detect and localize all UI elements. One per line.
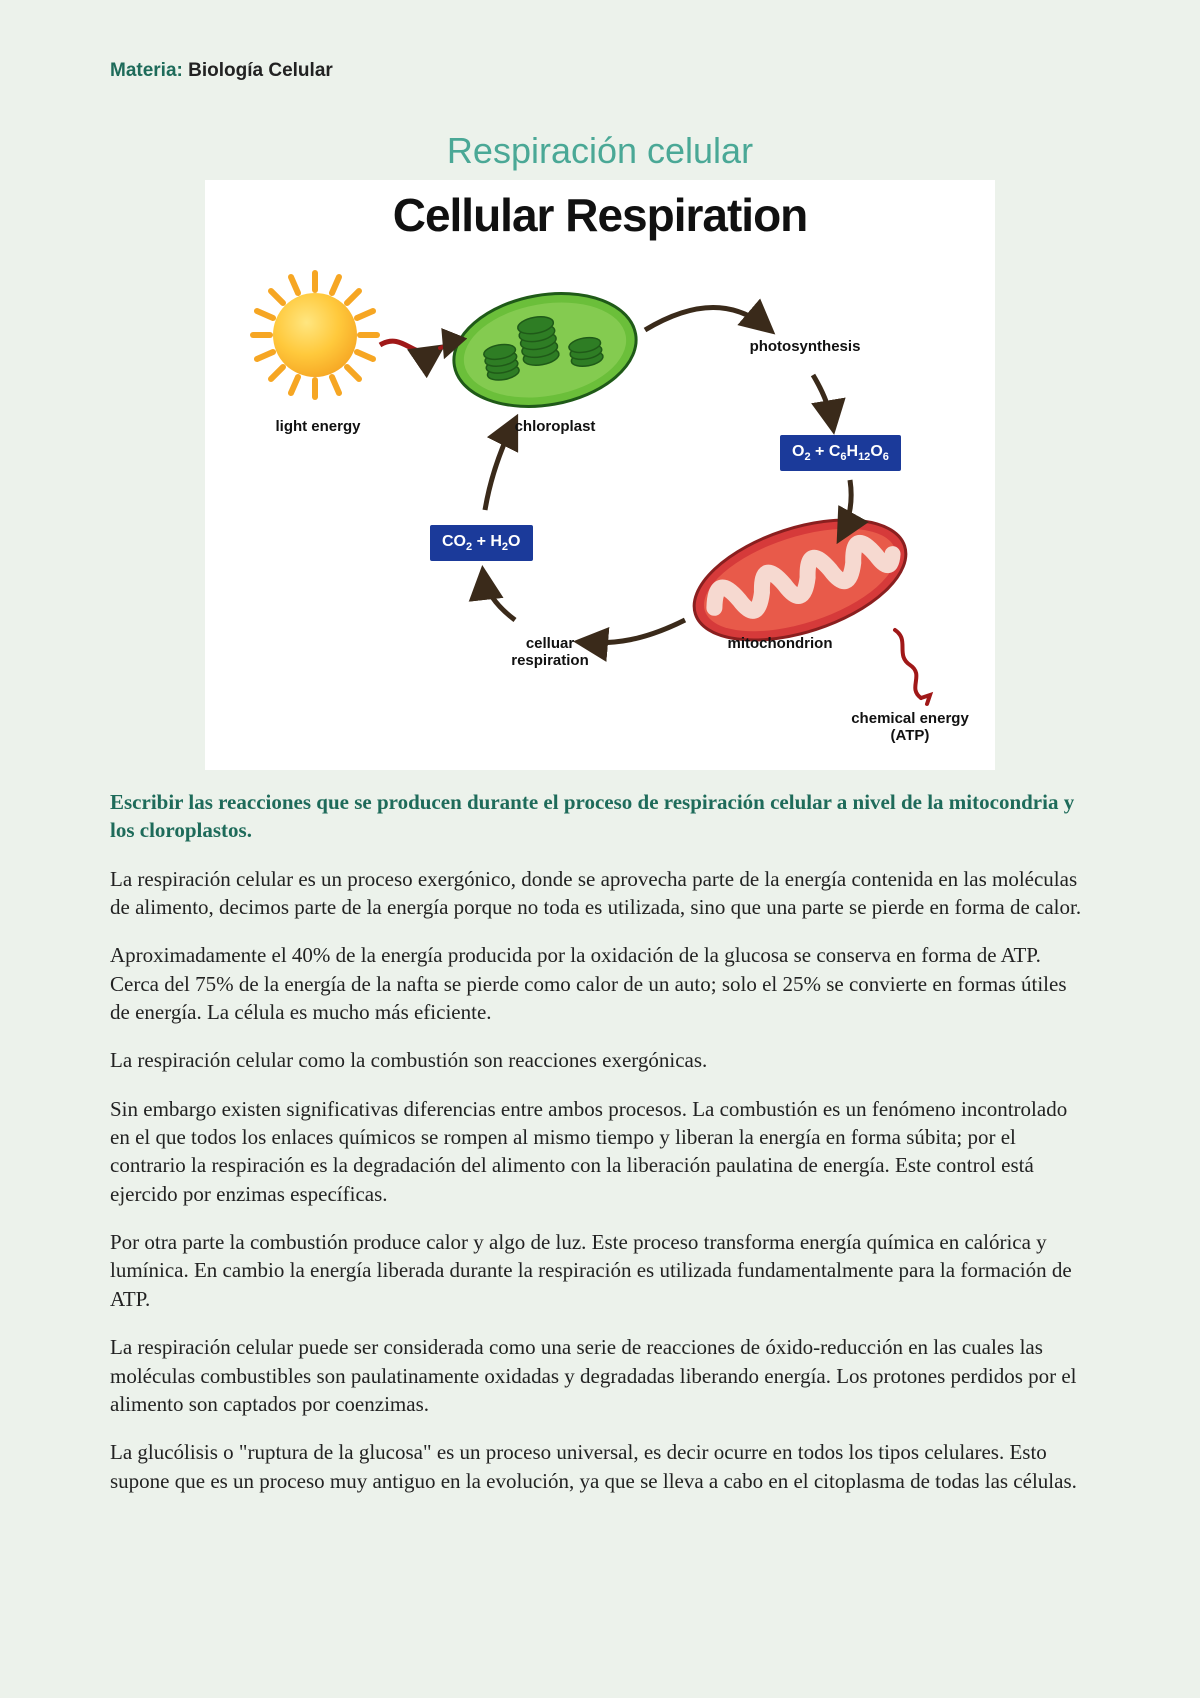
label-photosynthesis: photosynthesis xyxy=(735,338,875,355)
header-label: Materia: xyxy=(110,60,183,81)
paragraph: La respiración celular es un proceso exe… xyxy=(110,865,1090,922)
header-line: Materia: Biología Celular xyxy=(110,60,1090,82)
sun-icon xyxy=(253,273,377,397)
formula-photosynthesis-output: O2 + C6H12O6 xyxy=(780,435,901,471)
assignment-prompt: Escribir las reacciones que se producen … xyxy=(110,788,1090,845)
header-value: Biología Celular xyxy=(188,60,333,81)
paragraph: Sin embargo existen significativas difer… xyxy=(110,1095,1090,1208)
diagram-cellular-respiration: Cellular Respiration xyxy=(205,180,995,770)
paragraph: La respiración celular como la combustió… xyxy=(110,1046,1090,1074)
paragraph: Aproximadamente el 40% de la energía pro… xyxy=(110,941,1090,1026)
paragraph: La respiración celular puede ser conside… xyxy=(110,1333,1090,1418)
label-chemical-energy: chemical energy (ATP) xyxy=(835,710,985,745)
label-light-energy: light energy xyxy=(273,418,363,435)
paragraph: Por otra parte la combustión produce cal… xyxy=(110,1228,1090,1313)
label-cellular-respiration: celluar respiration xyxy=(495,635,605,670)
label-mitochondrion: mitochondrion xyxy=(715,635,845,652)
chloroplast-icon xyxy=(445,280,645,420)
paragraph: La glucólisis o "ruptura de la glucosa" … xyxy=(110,1438,1090,1495)
formula-respiration-output: CO2 + H2O xyxy=(430,525,533,561)
page-title: Respiración celular xyxy=(110,130,1090,172)
diagram-svg xyxy=(205,180,995,770)
label-chloroplast: chloroplast xyxy=(505,418,605,435)
